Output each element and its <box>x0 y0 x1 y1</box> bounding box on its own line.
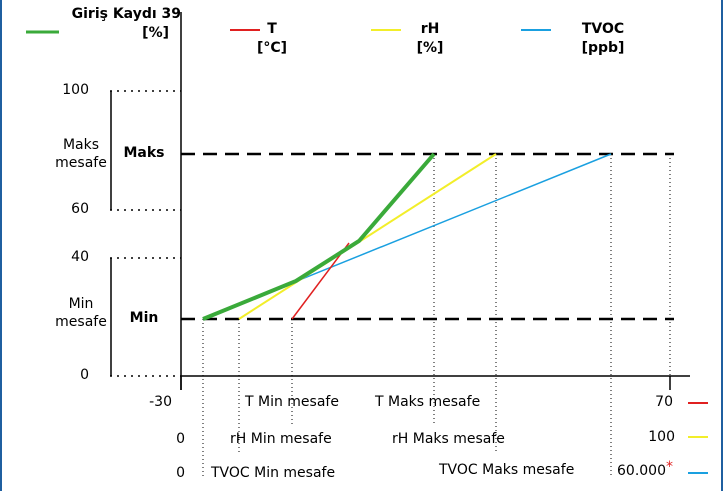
max-level-label: Maks <box>123 145 165 161</box>
series-rh-line <box>238 153 497 320</box>
rh-min-label: rH Min mesafe <box>230 431 332 447</box>
legend-entry-unit: [%] <box>142 25 169 41</box>
tvoc-max-label: TVOC Maks mesafe <box>439 462 575 478</box>
legend-rh-title: rH <box>420 21 440 37</box>
t-max-value: 70 <box>655 394 673 410</box>
tvoc-footnote-mark: * <box>666 459 673 475</box>
y-tick-label-40: 40 <box>71 249 89 265</box>
max-range-label-line2: mesafe <box>55 155 107 171</box>
legend-tvoc-title: TVOC <box>581 21 625 37</box>
tvoc-max-number: 60.000 <box>617 463 666 479</box>
max-range-label-line1: Maks <box>62 137 100 153</box>
y-tick-label-0: 0 <box>80 367 89 383</box>
rh-min-value: 0 <box>176 431 185 447</box>
tvoc-max-value: 60.000* <box>617 459 673 480</box>
min-level-label: Min <box>129 310 159 326</box>
min-range-label-line2: mesafe <box>55 314 107 330</box>
rh-max-value: 100 <box>648 429 675 445</box>
legend-entry-title: Giriş Kaydı 39 <box>71 6 181 22</box>
t-min-value: -30 <box>149 394 172 410</box>
tvoc-min-value: 0 <box>176 465 185 481</box>
t-max-label: T Maks mesafe <box>375 394 481 410</box>
tvoc-min-label: TVOC Min mesafe <box>211 465 336 481</box>
y-tick-label-100: 100 <box>62 82 89 98</box>
legend-t-title: T <box>267 21 277 37</box>
rh-max-label: rH Maks mesafe <box>392 431 505 447</box>
vertical-guides <box>202 154 671 478</box>
legend-tvoc-unit: [ppb] <box>581 40 625 56</box>
series-entry-line <box>202 152 436 321</box>
legend-rh-unit: [%] <box>416 40 444 56</box>
t-min-label: T Min mesafe <box>245 394 339 410</box>
legend-t-unit: [°C] <box>256 40 288 56</box>
min-range-label-line1: Min <box>68 296 94 312</box>
y-tick-label-60: 60 <box>71 201 89 217</box>
